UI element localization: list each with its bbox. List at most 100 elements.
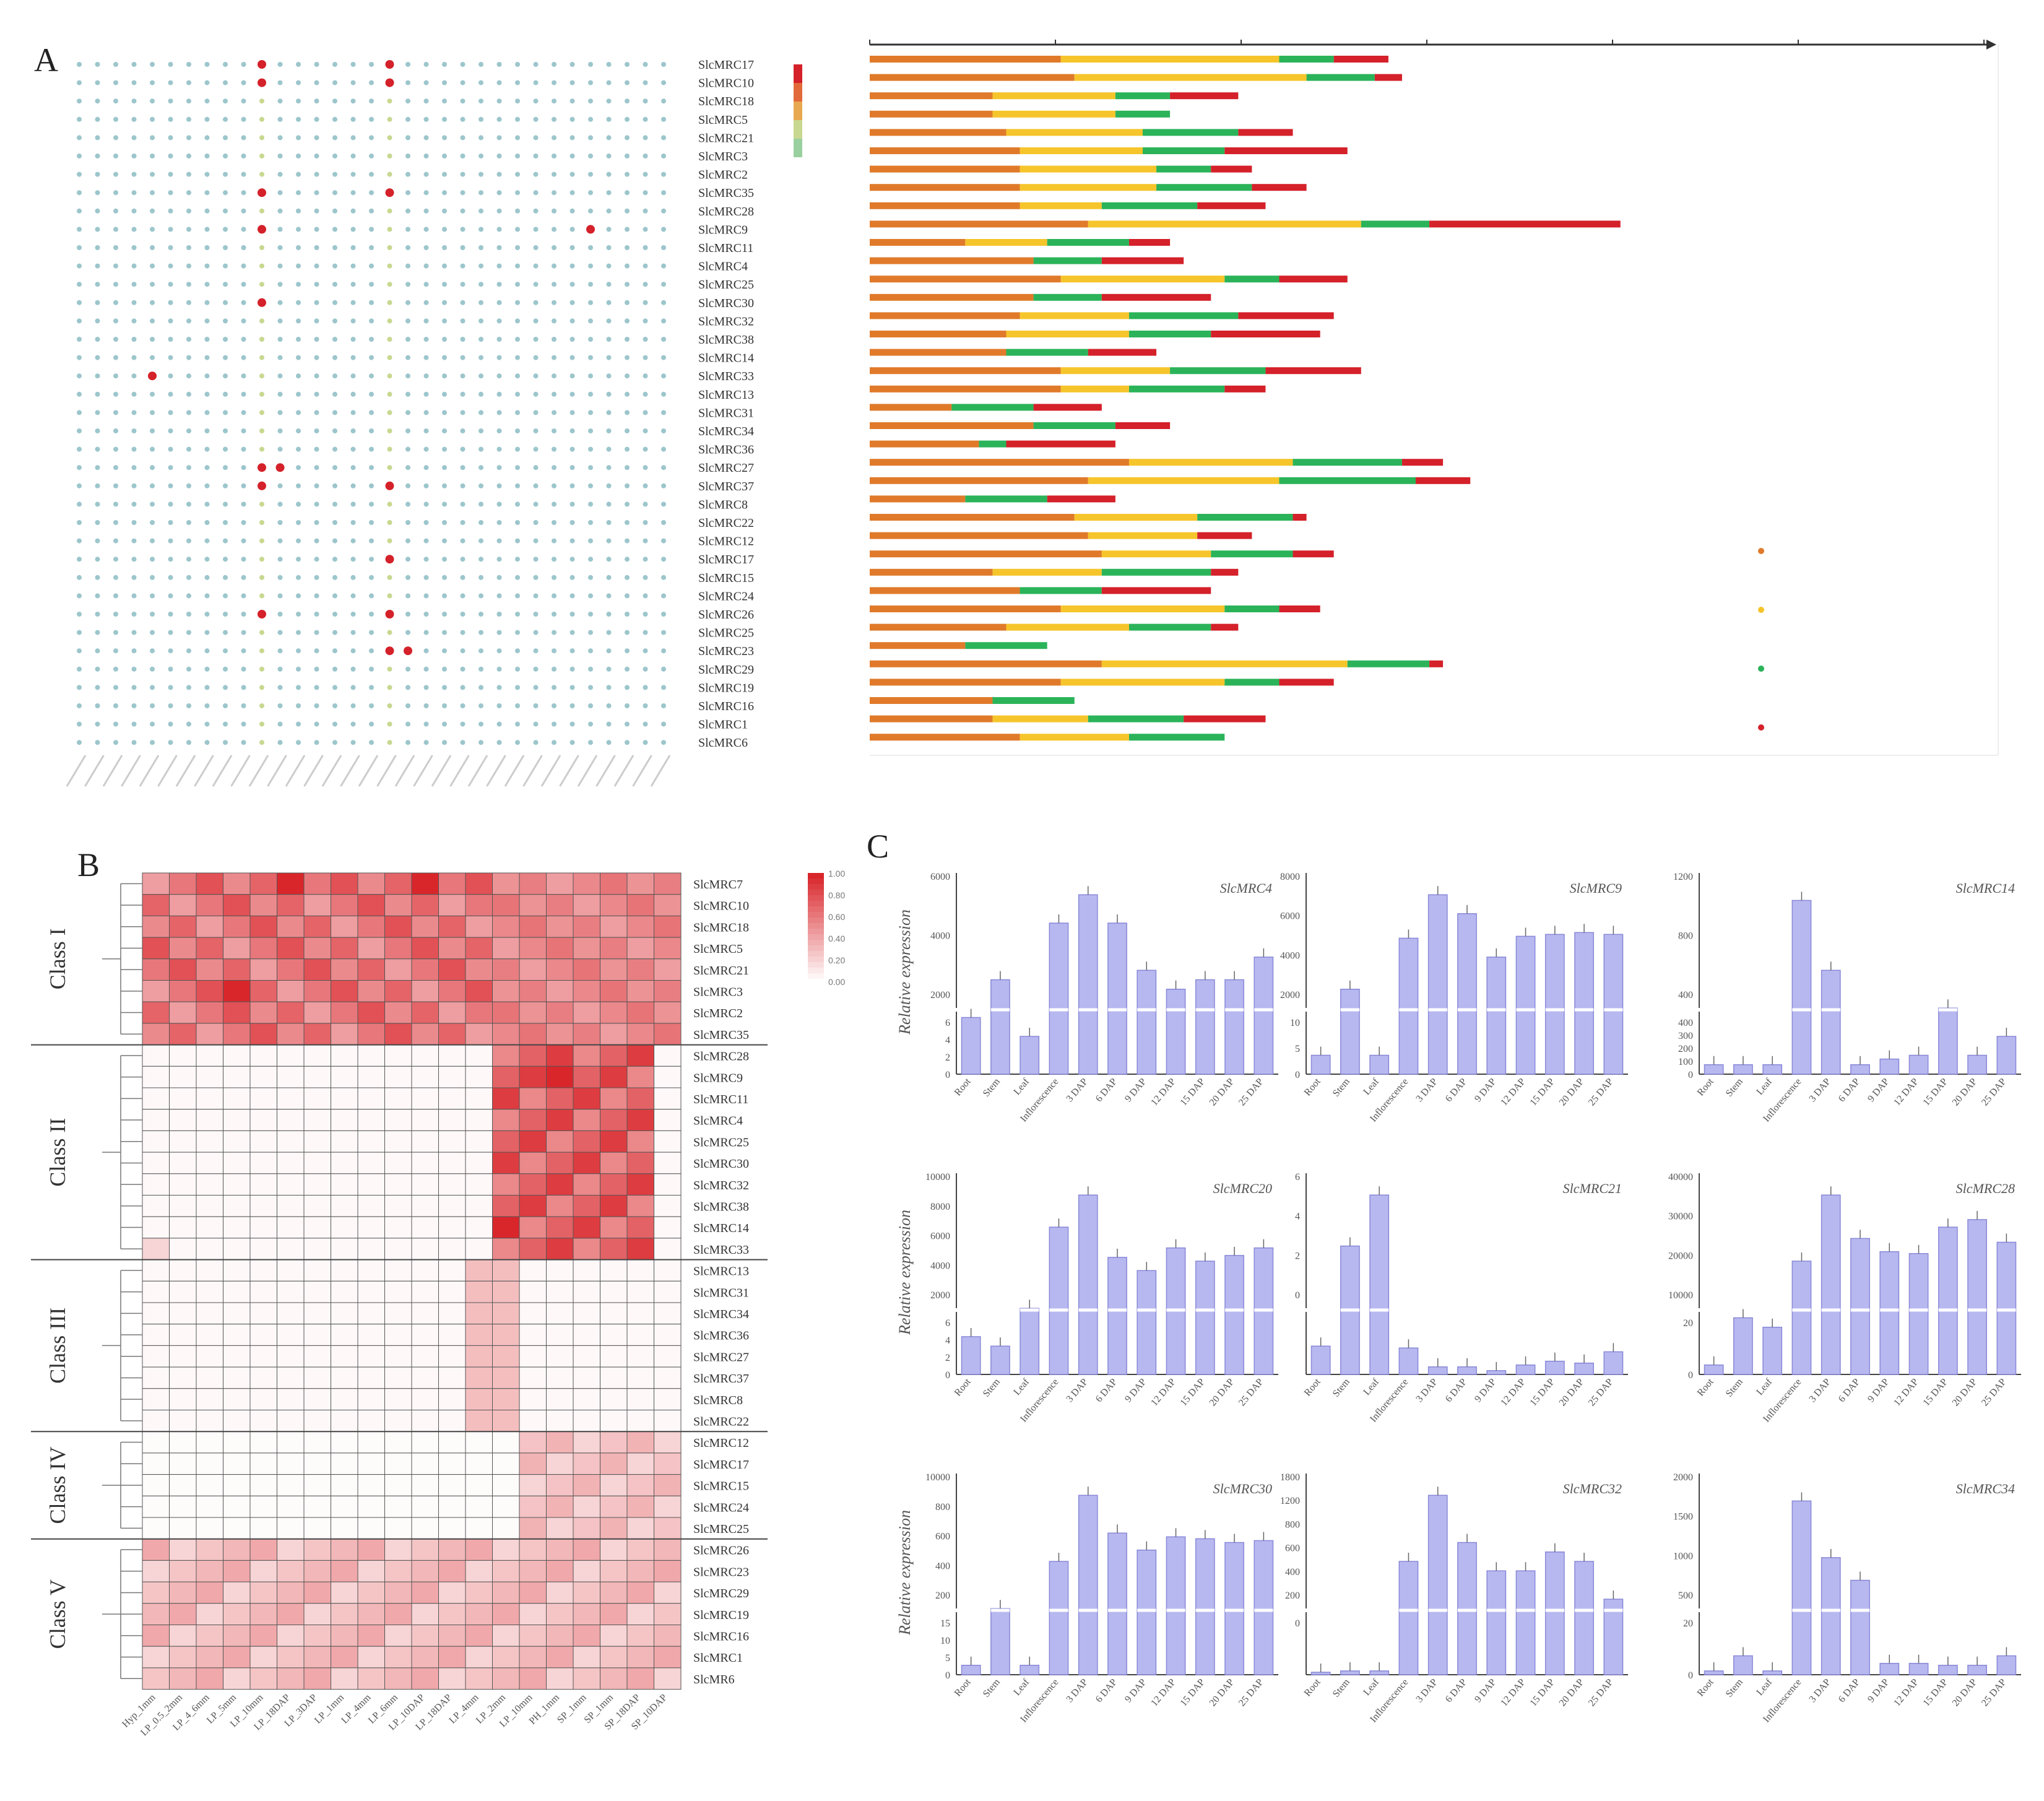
dot-cell <box>350 410 356 415</box>
dot-cell <box>350 391 356 397</box>
dot-cell <box>296 501 301 507</box>
heat-cell <box>519 1388 547 1411</box>
heat-cell <box>438 1431 466 1454</box>
y-tick-label: 4000 <box>930 1261 950 1271</box>
dot-cell <box>113 721 118 727</box>
dot-cell <box>661 62 666 67</box>
stack-segment <box>870 734 1020 741</box>
dot-cell <box>552 337 556 342</box>
stack-segment <box>1197 202 1266 209</box>
dot-cell <box>496 721 502 727</box>
y-tick-label: 800 <box>935 1502 950 1512</box>
dot-cell <box>569 154 575 158</box>
bar <box>1908 1054 1929 1075</box>
heat-cell <box>465 1216 493 1239</box>
dot-cell <box>150 318 155 324</box>
dot-cell <box>259 135 264 141</box>
dot-cell <box>258 188 266 197</box>
dot-cell <box>405 593 410 599</box>
heat-cell <box>573 1388 600 1411</box>
dot-cell <box>643 98 648 104</box>
gene-label: SlcMRC30 <box>693 1157 749 1171</box>
heat-cell <box>492 1410 520 1432</box>
heat-cell <box>142 980 170 1002</box>
dot-cell <box>460 446 466 452</box>
dot-cell <box>150 300 155 305</box>
dot-cell <box>277 410 283 415</box>
dot-cell <box>643 263 648 269</box>
stack-segment <box>1224 385 1266 393</box>
dot-cell <box>241 410 246 415</box>
heat-cell <box>492 1560 520 1582</box>
heat-cell <box>249 1345 277 1368</box>
heat-cell <box>438 1345 466 1368</box>
heat-cell <box>654 1130 682 1153</box>
gene-label: SlcMRC24 <box>698 589 754 603</box>
dot-cell <box>113 465 118 471</box>
legend-swatch <box>808 940 824 945</box>
dot-cell <box>131 538 137 544</box>
gene-label: SlcMRC37 <box>698 480 754 493</box>
dot-cell <box>350 208 356 214</box>
dot-cell <box>314 538 319 544</box>
dot-cell <box>387 245 392 250</box>
dot-cell <box>168 116 173 122</box>
heat-cell <box>303 1259 331 1282</box>
y-tick-label: 0 <box>1295 1290 1300 1301</box>
dot-cell <box>479 98 483 104</box>
dot-cell <box>423 538 429 544</box>
dot-cell <box>296 190 301 196</box>
dot-cell <box>661 575 666 580</box>
dot-cell <box>460 685 466 690</box>
dot-cell <box>405 483 410 488</box>
heat-cell <box>303 1302 331 1325</box>
bar <box>1733 1317 1753 1375</box>
heat-cell <box>626 1517 654 1540</box>
dot-cell <box>423 648 429 654</box>
legend-swatch <box>808 906 824 912</box>
stack-segment <box>1197 514 1293 521</box>
dot-cell <box>258 60 266 69</box>
y-tick-label: 100 <box>1678 1057 1693 1067</box>
dot-cell <box>186 685 191 690</box>
x-tick-label: 6 DAP <box>1837 1077 1862 1104</box>
x-tick-label: 3 DAP <box>1414 1377 1439 1405</box>
heat-cell <box>331 980 358 1002</box>
heat-cell <box>142 1603 170 1626</box>
heat-cell <box>223 1302 251 1325</box>
stack-segment <box>1416 477 1471 484</box>
heat-cell <box>303 1023 331 1046</box>
dot-cell <box>223 410 228 415</box>
stack-segment <box>1224 679 1280 686</box>
dot-cell <box>661 154 666 158</box>
x-tick-label: Stem <box>1724 1376 1746 1399</box>
heat-cell <box>465 1324 493 1346</box>
dot-cell <box>625 685 630 690</box>
dot-cell <box>314 721 319 727</box>
dot-cell <box>496 171 502 177</box>
dot-cell <box>643 355 648 360</box>
heat-cell <box>546 1388 574 1411</box>
heat-cell <box>546 1087 574 1110</box>
heat-cell <box>411 1517 439 1540</box>
dot-cell <box>496 465 502 471</box>
dot-cell <box>479 135 483 141</box>
stack-segment <box>1101 550 1211 558</box>
bar <box>1078 1194 1098 1375</box>
dot-cell <box>460 410 466 415</box>
dot-cell <box>405 116 410 122</box>
dot-cell <box>259 337 264 342</box>
dot-cell <box>460 391 466 397</box>
dot-cell <box>296 428 301 433</box>
dot-cell <box>95 612 100 617</box>
heat-cell <box>331 894 358 916</box>
bar <box>1049 1561 1069 1675</box>
heat-cell <box>600 1345 628 1368</box>
heat-cell <box>519 1302 547 1325</box>
dot-cell <box>442 337 447 342</box>
dot-cell <box>113 410 118 415</box>
bar <box>1967 1665 1987 1675</box>
bar <box>1398 937 1419 1075</box>
dot-cell <box>204 703 210 708</box>
